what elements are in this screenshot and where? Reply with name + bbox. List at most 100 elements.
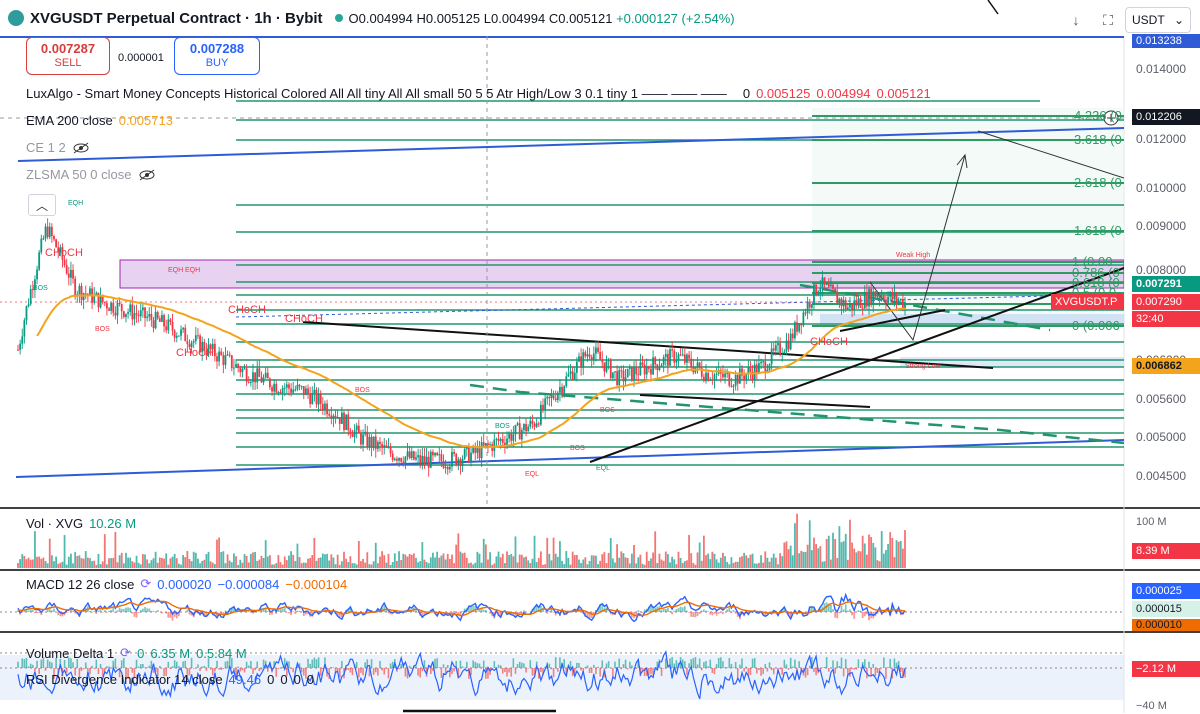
volume-bar bbox=[565, 551, 567, 568]
candle-body bbox=[129, 304, 131, 312]
symbol-title[interactable]: XVGUSDT Perpetual Contract · 1h · Bybit bbox=[30, 10, 323, 27]
volume-bar bbox=[891, 538, 893, 568]
candle-body bbox=[426, 457, 428, 463]
candle-body bbox=[858, 298, 860, 305]
volume-bar bbox=[390, 565, 392, 568]
candle-body bbox=[345, 414, 347, 430]
candle-body bbox=[451, 452, 453, 467]
smc-label: BOS bbox=[600, 407, 615, 414]
volume-bar bbox=[809, 520, 811, 568]
volume-bar bbox=[36, 557, 38, 568]
candle-body bbox=[229, 354, 231, 355]
sell-button[interactable]: 0.007287 SELL bbox=[26, 37, 110, 75]
volume-bar bbox=[89, 558, 91, 568]
volume-delta-bar bbox=[790, 658, 792, 668]
ohlc-values: O0.004994 H0.005125 L0.004994 C0.005121 … bbox=[349, 11, 735, 26]
candle-body bbox=[112, 303, 114, 313]
volume-bar bbox=[877, 560, 879, 568]
volume-bar bbox=[758, 563, 760, 568]
volume-bar bbox=[802, 552, 804, 568]
volume-delta-bar bbox=[341, 661, 343, 668]
volume-bar bbox=[258, 560, 260, 568]
volume-bar bbox=[138, 563, 140, 568]
volume-bar bbox=[496, 556, 498, 568]
volume-bar bbox=[887, 544, 889, 568]
macd-histogram-bar bbox=[70, 610, 72, 612]
volume-bar bbox=[667, 554, 669, 568]
volume-bar bbox=[603, 552, 605, 568]
volume-bar bbox=[760, 555, 762, 568]
candle-body bbox=[38, 252, 40, 269]
volume-delta-bar bbox=[36, 661, 38, 668]
candle-body bbox=[241, 369, 243, 372]
volume-bar bbox=[739, 557, 741, 568]
buy-button[interactable]: 0.007288 BUY bbox=[174, 37, 260, 75]
volume-delta-bar bbox=[764, 664, 766, 668]
volume-delta-bar bbox=[745, 667, 747, 668]
candle-body bbox=[303, 386, 305, 395]
macd-histogram-bar bbox=[32, 610, 34, 612]
volume-delta-bar bbox=[206, 668, 208, 671]
macd-histogram-bar bbox=[157, 610, 159, 612]
volume-delta-bar bbox=[383, 668, 385, 674]
volume-bar bbox=[246, 556, 248, 568]
candle-body bbox=[769, 364, 771, 369]
volume-delta-legend[interactable]: Volume Delta 1 ⟳ 0 6.35 M 0.5.84 M bbox=[26, 645, 247, 661]
volume-bar bbox=[682, 563, 684, 568]
currency-select[interactable]: USDT⌄ bbox=[1125, 7, 1191, 33]
volume-delta-bar bbox=[699, 658, 701, 668]
volume-bar bbox=[271, 564, 273, 568]
candle-body bbox=[796, 322, 798, 331]
candle-body bbox=[887, 297, 889, 303]
candle-body bbox=[682, 354, 684, 355]
candle-body bbox=[394, 459, 396, 460]
candle-body bbox=[468, 447, 470, 463]
exchange-logo-icon bbox=[8, 10, 24, 26]
volume-delta-label: Volume Delta 1 bbox=[26, 646, 114, 661]
volume-bar bbox=[43, 558, 45, 568]
candle-body bbox=[36, 269, 38, 279]
volume-bar bbox=[93, 561, 95, 568]
candle-body bbox=[705, 373, 707, 381]
volume-bar bbox=[553, 538, 555, 568]
candle-body bbox=[335, 416, 337, 418]
zlsma-legend[interactable]: ZLSMA 50 0 close bbox=[26, 167, 156, 182]
collapse-legend-button[interactable]: ︿ bbox=[28, 194, 56, 216]
download-icon[interactable]: ↓ bbox=[1064, 8, 1088, 32]
candle-body bbox=[273, 384, 275, 392]
candle-body bbox=[510, 434, 512, 441]
volume-delta-bar bbox=[250, 661, 252, 668]
ema-legend[interactable]: EMA 200 close 0.005713 bbox=[26, 113, 173, 128]
smc-label: BOS bbox=[95, 326, 110, 333]
macd-legend[interactable]: MACD 12 26 close ⟳ 0.000020 −0.000084 −0… bbox=[26, 576, 347, 592]
volume-bar bbox=[104, 534, 106, 568]
volume-delta-bar bbox=[728, 658, 730, 668]
luxalgo-legend[interactable]: LuxAlgo - Smart Money Concepts Historica… bbox=[26, 86, 931, 101]
candle-body bbox=[529, 421, 531, 427]
volume-bar bbox=[83, 559, 85, 568]
candle-body bbox=[851, 303, 853, 309]
volume-delta-bar bbox=[85, 662, 87, 668]
candle-body bbox=[654, 357, 656, 364]
candle-body bbox=[523, 424, 525, 430]
volume-delta-bar bbox=[779, 668, 781, 669]
volume-delta-bar bbox=[400, 664, 402, 668]
candle-body bbox=[576, 362, 578, 373]
macd-histogram-bar bbox=[121, 609, 123, 612]
volume-delta-bar bbox=[314, 658, 316, 668]
ce-legend[interactable]: CE 1 2 bbox=[26, 140, 90, 155]
candle-body bbox=[904, 302, 906, 308]
candle-body bbox=[584, 352, 586, 356]
volume-delta-bar bbox=[220, 668, 222, 670]
candle-body bbox=[263, 378, 265, 383]
candle-body bbox=[330, 416, 332, 419]
volume-delta-bar bbox=[665, 658, 667, 668]
rsi-legend[interactable]: RSI Divergence Indicator 14 close 49.46 … bbox=[26, 672, 314, 687]
volume-legend[interactable]: Vol · XVG 10.26 M bbox=[26, 516, 136, 531]
volume-delta-bar bbox=[441, 668, 443, 678]
fullscreen-icon[interactable]: ⛶ bbox=[1096, 8, 1120, 32]
volume-delta-bar bbox=[405, 668, 407, 676]
volume-bar bbox=[881, 531, 883, 568]
volume-delta-bar bbox=[445, 668, 447, 673]
